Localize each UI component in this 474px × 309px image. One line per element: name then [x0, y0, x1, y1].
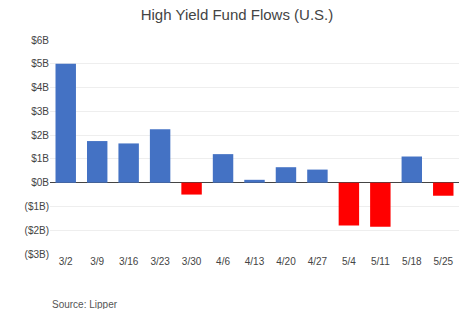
- svg-text:$3B: $3B: [31, 106, 49, 117]
- svg-text:($1B): ($1B): [25, 201, 49, 212]
- svg-text:4/27: 4/27: [308, 256, 328, 267]
- svg-text:$5B: $5B: [31, 58, 49, 69]
- svg-text:4/20: 4/20: [276, 256, 296, 267]
- svg-text:4/6: 4/6: [216, 256, 230, 267]
- svg-text:$0B: $0B: [31, 177, 49, 188]
- svg-text:($3B): ($3B): [25, 249, 49, 260]
- svg-text:4/13: 4/13: [245, 256, 265, 267]
- svg-text:($2B): ($2B): [25, 225, 49, 236]
- svg-text:5/11: 5/11: [371, 256, 390, 267]
- svg-text:3/9: 3/9: [90, 256, 104, 267]
- svg-text:3/2: 3/2: [59, 256, 73, 267]
- svg-text:$6B: $6B: [31, 35, 49, 46]
- svg-text:5/4: 5/4: [342, 256, 356, 267]
- svg-text:3/23: 3/23: [150, 256, 170, 267]
- svg-text:Source: Lipper: Source: Lipper: [52, 299, 118, 309]
- svg-text:3/16: 3/16: [119, 256, 139, 267]
- svg-text:5/18: 5/18: [402, 256, 422, 267]
- svg-text:$4B: $4B: [31, 82, 49, 93]
- svg-text:$1B: $1B: [31, 153, 49, 164]
- svg-text:3/30: 3/30: [182, 256, 202, 267]
- svg-text:$2B: $2B: [31, 130, 49, 141]
- svg-text:5/25: 5/25: [434, 256, 454, 267]
- svg-text:High Yield Fund Flows (U.S.): High Yield Fund Flows (U.S.): [141, 6, 334, 23]
